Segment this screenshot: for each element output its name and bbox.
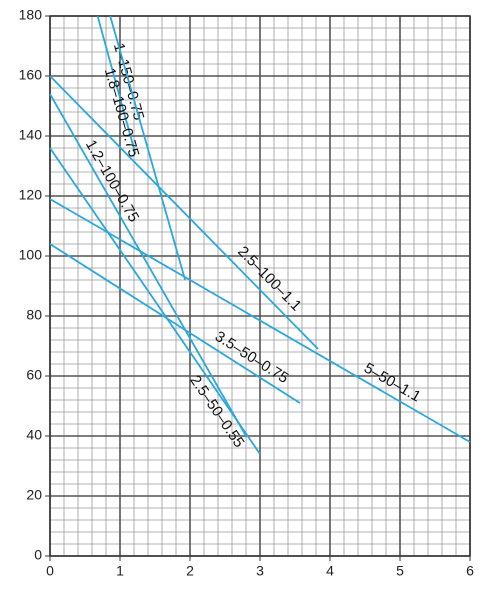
y-tick-label: 0 [34, 547, 42, 563]
data-line [49, 147, 261, 455]
x-tick-label: 5 [396, 563, 404, 579]
x-tick-label: 3 [256, 563, 264, 579]
plot-frame [49, 15, 471, 557]
y-tick-label: 80 [26, 307, 42, 323]
data-line [109, 15, 186, 281]
x-tick-label: 6 [466, 563, 474, 579]
series-label: 3.5–50–0.75 [212, 328, 292, 387]
y-tick-label: 140 [19, 127, 43, 143]
y-tick-label: 100 [19, 247, 43, 263]
y-tick-label: 60 [26, 367, 42, 383]
y-tick-label: 40 [26, 427, 42, 443]
x-tick-label: 2 [186, 563, 194, 579]
data-line [49, 93, 247, 437]
x-tick-label: 1 [116, 563, 124, 579]
data-line [49, 198, 471, 443]
data-line [96, 15, 137, 155]
y-tick-label: 160 [19, 67, 43, 83]
y-tick-label: 180 [19, 7, 43, 23]
data-line [49, 243, 301, 404]
x-tick-label: 4 [326, 563, 334, 579]
x-tick-label: 0 [46, 563, 54, 579]
y-tick-label: 20 [26, 487, 42, 503]
y-tick-label: 120 [19, 187, 43, 203]
data-line [49, 75, 319, 350]
